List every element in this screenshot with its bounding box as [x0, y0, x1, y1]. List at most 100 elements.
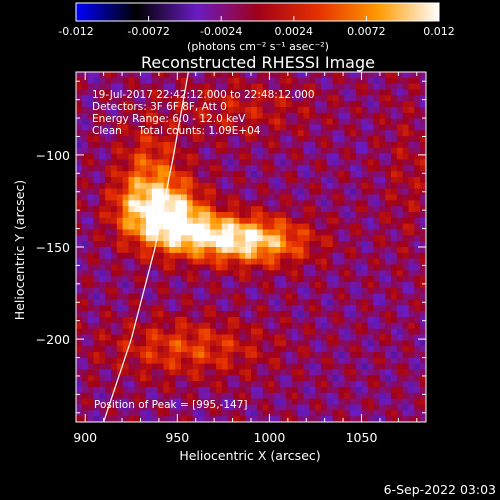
- heatmap-cell: [186, 381, 194, 388]
- heatmap-cell: [163, 72, 170, 79]
- heatmap-cell: [93, 147, 100, 155]
- heatmap-cell: [116, 287, 124, 295]
- heatmap-cell: [396, 72, 404, 79]
- heatmap-cell: [163, 252, 170, 260]
- heatmap-cell: [338, 282, 345, 289]
- heatmap-cell: [116, 147, 124, 155]
- heatmap-cell: [256, 258, 264, 266]
- heatmap-cell: [233, 241, 240, 248]
- heatmap-cell: [338, 381, 345, 388]
- heatmap-cell: [99, 118, 106, 126]
- heatmap-cell: [216, 410, 223, 417]
- heatmap-cell: [81, 299, 89, 306]
- heatmap-cell: [116, 77, 124, 85]
- heatmap-cell: [204, 264, 211, 271]
- heatmap-cell: [367, 381, 375, 388]
- heatmap-cell: [105, 369, 112, 376]
- heatmap-cell: [111, 311, 118, 318]
- heatmap-cell: [321, 235, 328, 242]
- heatmap-cell: [87, 188, 95, 196]
- heatmap-cell: [414, 322, 421, 330]
- heatmap-cell: [163, 200, 170, 207]
- heatmap-cell: [245, 107, 252, 114]
- heatmap-cell: [111, 182, 118, 190]
- heatmap-cell: [321, 340, 328, 347]
- heatmap-cell: [402, 381, 410, 388]
- heatmap-cell: [128, 357, 135, 365]
- heatmap-cell: [181, 404, 188, 411]
- heatmap-cell: [221, 223, 229, 231]
- heatmap-cell: [373, 404, 380, 411]
- heatmap-cell: [361, 212, 369, 219]
- heatmap-cell: [297, 159, 305, 166]
- heatmap-cell: [262, 206, 270, 213]
- heatmap-cell: [122, 404, 130, 411]
- heatmap-cell: [286, 276, 293, 283]
- heatmap-cell: [140, 258, 147, 266]
- heatmap-cell: [414, 212, 421, 219]
- heatmap-cell: [414, 282, 421, 289]
- heatmap-cell: [356, 194, 363, 201]
- heatmap-cell: [391, 159, 398, 166]
- heatmap-cell: [286, 95, 293, 102]
- heatmap-cell: [350, 398, 357, 406]
- heatmap-cell: [216, 276, 223, 283]
- heatmap-cell: [245, 398, 252, 406]
- heatmap-cell: [274, 77, 281, 85]
- heatmap-cell: [332, 398, 340, 406]
- heatmap-cell: [175, 177, 182, 184]
- heatmap-cell: [76, 83, 83, 91]
- heatmap-cell: [332, 217, 340, 225]
- heatmap-cell: [99, 357, 106, 365]
- heatmap-cell: [169, 416, 176, 422]
- heatmap-cell: [186, 112, 194, 120]
- heatmap-cell: [216, 235, 223, 242]
- heatmap-cell: [227, 72, 235, 79]
- heatmap-cell: [87, 206, 95, 213]
- heatmap-cell: [268, 194, 275, 201]
- heatmap-cell: [221, 287, 229, 295]
- heatmap-cell: [286, 147, 293, 155]
- heatmap-cell: [210, 95, 217, 102]
- heatmap-cell: [245, 72, 252, 79]
- heatmap-cell: [303, 334, 310, 341]
- heatmap-cell: [420, 182, 426, 190]
- heatmap-cell: [128, 89, 135, 96]
- heatmap-cell: [93, 200, 100, 207]
- heatmap-cell: [93, 352, 100, 359]
- heatmap-cell: [408, 328, 415, 336]
- heatmap-cell: [169, 299, 176, 306]
- heatmap-cell: [111, 276, 118, 283]
- heatmap-cell: [76, 398, 83, 406]
- heatmap-cell: [99, 322, 106, 330]
- heatmap-cell: [303, 363, 310, 371]
- heatmap-cell: [262, 223, 270, 231]
- heatmap-cell: [105, 72, 112, 79]
- heatmap-cell: [81, 165, 89, 172]
- heatmap-cell: [268, 147, 275, 155]
- heatmap-cell: [414, 188, 421, 196]
- heatmap-cell: [303, 83, 310, 91]
- heatmap-cell: [262, 328, 270, 336]
- heatmap-cell: [361, 130, 369, 137]
- heatmap-cell: [198, 177, 205, 184]
- heatmap-cell: [99, 200, 106, 207]
- heatmap-cell: [332, 282, 340, 289]
- heatmap-cell: [297, 130, 305, 137]
- heatmap-cell: [326, 334, 334, 341]
- heatmap-cell: [268, 142, 275, 149]
- heatmap-cell: [140, 206, 147, 213]
- heatmap-cell: [286, 200, 293, 207]
- heatmap-cell: [233, 147, 240, 155]
- colorbar-label: (photons cm⁻² s⁻¹ asec⁻²): [187, 40, 329, 53]
- heatmap-cell: [373, 142, 380, 149]
- heatmap-cell: [373, 375, 380, 382]
- heatmap-cell: [303, 357, 310, 365]
- heatmap-cell: [309, 247, 316, 254]
- heatmap-cell: [233, 404, 240, 411]
- heatmap-cell: [181, 72, 188, 79]
- heatmap-cell: [385, 112, 392, 120]
- heatmap-cell: [420, 165, 426, 172]
- heatmap-cell: [216, 392, 223, 400]
